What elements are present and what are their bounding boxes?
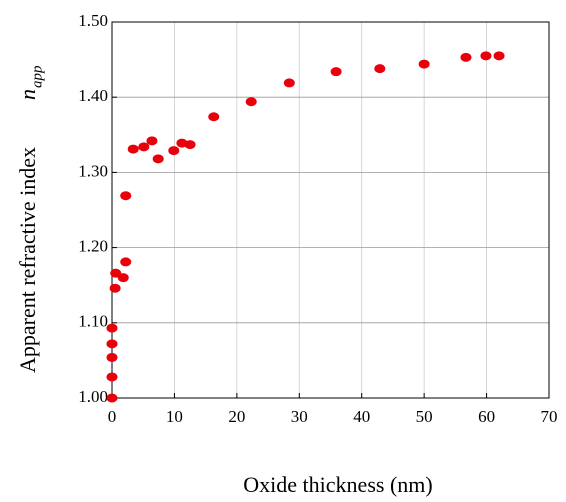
point: [106, 323, 118, 333]
x-tick-label: 50: [416, 407, 433, 426]
y-axis-label: Apparent refractive index: [15, 147, 40, 373]
x-tick-label: 20: [228, 407, 245, 426]
point: [480, 51, 492, 61]
point: [109, 283, 121, 293]
plot-frame: [111, 21, 550, 399]
y-tick-label: 1.20: [78, 237, 108, 256]
point: [184, 140, 196, 150]
point: [283, 78, 295, 88]
y-tick-label: 1.10: [78, 312, 108, 331]
x-tick-label: 10: [166, 407, 183, 426]
point: [106, 372, 118, 382]
point: [493, 51, 505, 61]
point: [106, 339, 118, 349]
point: [374, 64, 386, 74]
y-tick-label: 1.00: [78, 387, 108, 406]
point: [152, 154, 164, 164]
point: [138, 142, 150, 152]
point: [106, 352, 118, 362]
point: [146, 136, 158, 146]
x-tick-label: 0: [108, 407, 117, 426]
y-tick-label: 1.50: [78, 11, 108, 30]
x-tick-label: 60: [478, 407, 495, 426]
x-axis-label: Oxide thickness (nm): [243, 472, 432, 497]
point: [120, 191, 132, 201]
point: [168, 146, 180, 156]
point: [117, 273, 129, 283]
point: [106, 393, 118, 403]
point: [120, 257, 132, 267]
y-tick-label: 1.30: [78, 161, 108, 180]
y-tick-label: 1.40: [78, 86, 108, 105]
point: [418, 59, 430, 69]
point: [245, 97, 257, 107]
y-axis-subscript: app: [29, 65, 45, 88]
point: [208, 112, 220, 122]
point: [127, 144, 139, 154]
x-tick-label: 70: [541, 407, 558, 426]
point: [330, 67, 342, 77]
x-tick-label: 30: [291, 407, 308, 426]
y-axis-symbol: n: [15, 89, 40, 100]
point: [460, 52, 472, 62]
x-tick-label: 40: [353, 407, 370, 426]
